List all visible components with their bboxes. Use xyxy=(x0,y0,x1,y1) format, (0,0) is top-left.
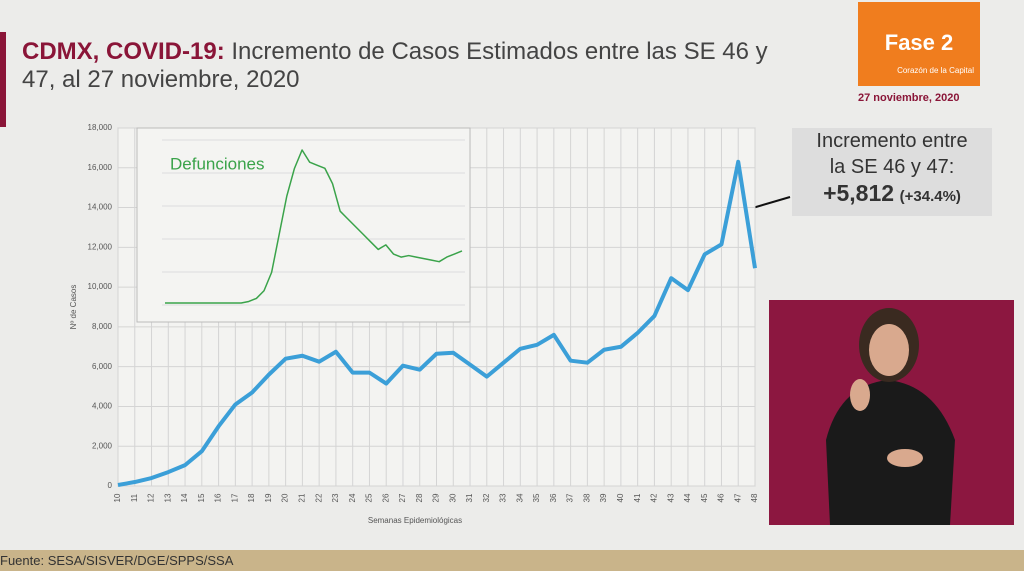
annotation-line: Incremento entre xyxy=(816,130,968,152)
x-tick-label: 24 xyxy=(348,493,357,502)
logo-text: Fase 2 xyxy=(884,30,954,55)
annotation-box: Incremento entre la SE 46 y 47: +5,812 (… xyxy=(792,128,992,216)
title-bold: CDMX, COVID-19: xyxy=(22,38,225,65)
x-tick-label: 31 xyxy=(465,493,474,502)
annotation-value: +5,812 xyxy=(823,180,895,206)
x-tick-label: 36 xyxy=(549,493,558,502)
y-tick-label: 16,000 xyxy=(88,163,113,172)
logo-sub: Corazón de la Capital xyxy=(897,66,974,75)
x-tick-label: 25 xyxy=(365,493,374,502)
date: 27 noviembre, 2020 xyxy=(858,92,960,104)
y-axis-label: Nº de Casos xyxy=(69,285,78,330)
x-tick-label: 35 xyxy=(532,493,541,502)
title-rest: Incremento de Casos Estimados entre las … xyxy=(22,38,768,93)
x-tick-label: 46 xyxy=(717,493,726,502)
y-tick-label: 18,000 xyxy=(88,123,113,132)
x-tick-label: 48 xyxy=(750,493,759,502)
x-tick-label: 11 xyxy=(130,493,139,502)
x-tick-label: 22 xyxy=(314,493,323,502)
x-tick-label: 28 xyxy=(415,493,424,502)
title: CDMX, COVID-19: Incremento de Casos Esti… xyxy=(22,38,802,94)
y-tick-label: 6,000 xyxy=(92,362,113,371)
x-tick-label: 21 xyxy=(298,493,307,502)
x-tick-label: 40 xyxy=(616,493,625,502)
x-tick-label: 16 xyxy=(214,493,223,502)
x-tick-label: 34 xyxy=(515,493,524,502)
x-tick-label: 27 xyxy=(398,493,407,502)
x-tick-label: 12 xyxy=(147,493,156,502)
accent-bar xyxy=(0,32,6,127)
y-tick-label: 12,000 xyxy=(88,242,113,251)
annotation-percent: (+34.4%) xyxy=(899,188,961,205)
x-tick-label: 39 xyxy=(599,493,608,502)
footer: Fuente: SESA/SISVER/DGE/SPPS/SSA xyxy=(0,550,1024,571)
inset-title: Defunciones xyxy=(170,154,265,173)
x-tick-label: 32 xyxy=(482,493,491,502)
annotation-line: la SE 46 y 47: xyxy=(829,156,955,178)
x-tick-label: 14 xyxy=(180,493,189,502)
x-tick-label: 33 xyxy=(499,493,508,502)
x-tick-label: 37 xyxy=(566,493,575,502)
x-tick-label: 29 xyxy=(432,493,441,502)
x-tick-label: 17 xyxy=(230,493,239,502)
data-line xyxy=(117,159,757,487)
x-tick-label: 20 xyxy=(281,493,290,502)
x-tick-label: 13 xyxy=(163,493,172,502)
x-tick-label: 18 xyxy=(247,493,256,502)
y-tick-label: 4,000 xyxy=(92,402,113,411)
x-tick-label: 43 xyxy=(666,493,675,502)
x-tick-label: 45 xyxy=(700,493,709,502)
x-tick-label: 47 xyxy=(733,493,742,502)
y-tick-label: 2,000 xyxy=(92,441,113,450)
x-axis-label: Semanas Epidemiológicas xyxy=(368,516,462,525)
y-tick-label: 14,000 xyxy=(88,203,113,212)
x-tick-label: 38 xyxy=(582,493,591,502)
x-tick-label: 42 xyxy=(650,493,659,502)
x-tick-label: 23 xyxy=(331,493,340,502)
logo: Fase 2 Corazón de la Capital xyxy=(858,2,980,86)
y-tick-label: 10,000 xyxy=(88,282,113,291)
x-tick-label: 30 xyxy=(448,493,457,502)
x-tick-label: 26 xyxy=(381,493,390,502)
y-tick-label: 0 xyxy=(108,481,113,490)
y-tick-label: 8,000 xyxy=(92,322,113,331)
x-tick-label: 41 xyxy=(633,493,642,502)
x-tick-label: 10 xyxy=(113,493,122,502)
inset-panel xyxy=(136,127,471,323)
x-tick-label: 15 xyxy=(197,493,206,502)
interpreter xyxy=(769,300,1014,525)
x-tick-label: 19 xyxy=(264,493,273,502)
data-line xyxy=(165,149,463,304)
x-tick-label: 44 xyxy=(683,493,692,502)
